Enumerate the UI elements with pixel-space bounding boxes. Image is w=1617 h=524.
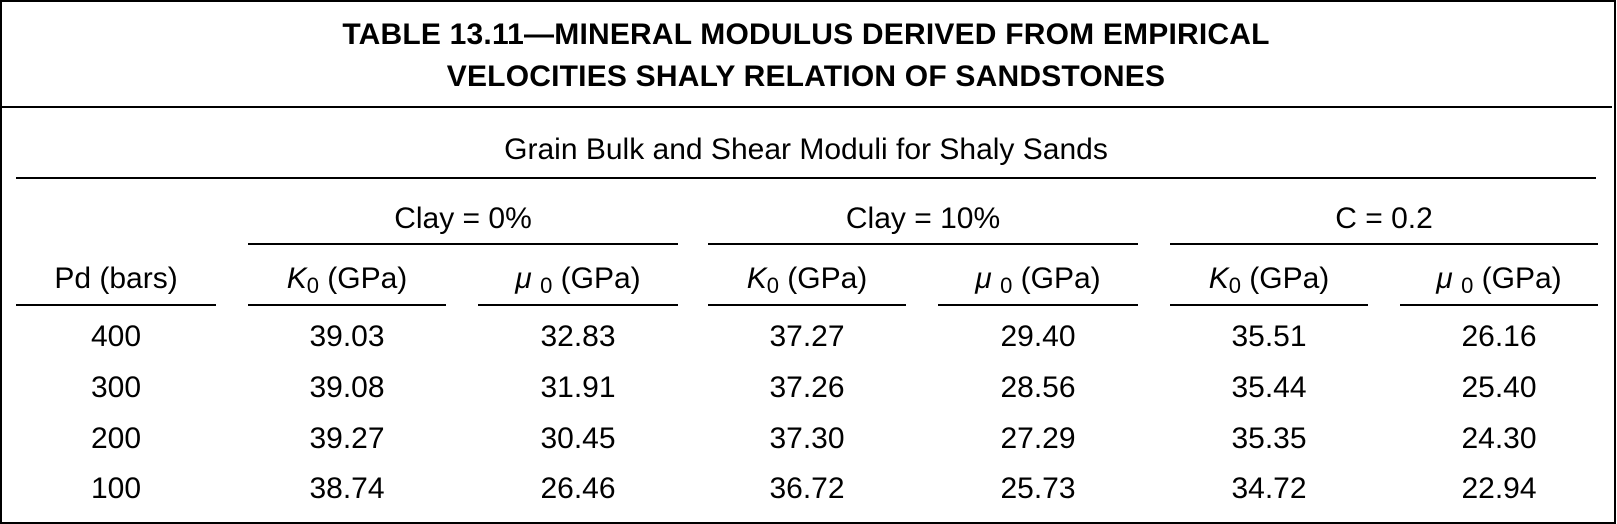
col-rule-k0-clay0 xyxy=(248,304,446,306)
group-rule-c-0-2 xyxy=(1170,243,1598,245)
group-rule-clay-0 xyxy=(248,243,678,245)
cell-k0-clay0: 39.27 xyxy=(309,422,385,455)
col-rule-mu0-clay0 xyxy=(478,304,678,306)
cell-mu0-clay10: 28.56 xyxy=(1000,371,1076,404)
cell-mu0-clay10: 27.29 xyxy=(1000,422,1076,455)
group-rule-clay-10 xyxy=(708,243,1138,245)
cell-k0-c02: 35.44 xyxy=(1231,371,1307,404)
cell-mu0-c02: 26.16 xyxy=(1461,320,1537,353)
cell-k0-clay0: 38.74 xyxy=(309,472,385,505)
col-header-pd: Pd (bars) xyxy=(54,262,178,295)
unit: (GPa) xyxy=(1473,262,1562,295)
col-rule-pd xyxy=(16,304,216,306)
subscript: 0 xyxy=(1000,273,1013,298)
group-header-c-0-2: C = 0.2 xyxy=(1335,202,1433,235)
k-symbol: K xyxy=(746,262,767,295)
col-header-mu0-c02: μ 0 (GPa) xyxy=(1400,262,1598,298)
col-header-k0-clay0: K0 (GPa) xyxy=(248,262,446,298)
cell-mu0-clay0: 31.91 xyxy=(540,371,616,404)
unit: (GPa) xyxy=(1012,262,1101,295)
cell-mu0-clay10: 29.40 xyxy=(1000,320,1076,353)
cell-mu0-clay0: 30.45 xyxy=(540,422,616,455)
cell-k0-clay10: 37.26 xyxy=(769,371,845,404)
col-rule-mu0-clay10 xyxy=(938,304,1138,306)
unit: (GPa) xyxy=(778,262,868,295)
cell-k0-clay10: 37.27 xyxy=(769,320,845,353)
table-title-line-2: VELOCITIES SHALY RELATION OF SANDSTONES xyxy=(446,60,1166,93)
cell-mu0-c02: 22.94 xyxy=(1461,472,1537,505)
table-subtitle: Grain Bulk and Shear Moduli for Shaly Sa… xyxy=(504,133,1108,166)
subtitle-rule xyxy=(16,177,1596,179)
k-symbol: K xyxy=(286,262,307,295)
unit: (GPa) xyxy=(552,262,641,295)
cell-k0-clay10: 37.30 xyxy=(769,422,845,455)
cell-k0-c02: 35.51 xyxy=(1231,320,1307,353)
group-header-clay-0: Clay = 0% xyxy=(394,202,532,235)
subscript: 0 xyxy=(1461,273,1474,298)
cell-pd: 200 xyxy=(90,422,142,455)
col-header-k0-clay10: K0 (GPa) xyxy=(708,262,906,298)
group-header-clay-10: Clay = 10% xyxy=(845,202,1001,235)
mu-symbol: μ xyxy=(975,262,992,295)
cell-mu0-c02: 25.40 xyxy=(1461,371,1537,404)
cell-k0-clay0: 39.03 xyxy=(309,320,385,353)
cell-pd: 100 xyxy=(90,472,142,505)
cell-pd: 400 xyxy=(90,320,142,353)
subscript: 0 xyxy=(306,273,319,298)
unit: (GPa) xyxy=(318,262,408,295)
k-symbol: K xyxy=(1208,262,1229,295)
col-rule-k0-c02 xyxy=(1170,304,1368,306)
cell-k0-clay0: 39.08 xyxy=(309,371,385,404)
col-rule-mu0-c02 xyxy=(1400,304,1598,306)
col-header-mu0-clay0: μ 0 (GPa) xyxy=(478,262,678,298)
cell-k0-clay10: 36.72 xyxy=(769,472,845,505)
unit: (GPa) xyxy=(1240,262,1330,295)
col-header-k0-c02: K0 (GPa) xyxy=(1170,262,1368,298)
table-title-line-1: TABLE 13.11—MINERAL MODULUS DERIVED FROM… xyxy=(342,18,1270,51)
mu-symbol: μ xyxy=(1436,262,1453,295)
subscript: 0 xyxy=(766,273,779,298)
table-title-block: TABLE 13.11—MINERAL MODULUS DERIVED FROM… xyxy=(0,0,1612,108)
cell-mu0-c02: 24.30 xyxy=(1461,422,1537,455)
col-header-mu0-clay10: μ 0 (GPa) xyxy=(938,262,1138,298)
subscript: 0 xyxy=(1228,273,1241,298)
cell-k0-c02: 34.72 xyxy=(1231,472,1307,505)
subscript: 0 xyxy=(540,273,553,298)
cell-mu0-clay0: 32.83 xyxy=(540,320,616,353)
cell-pd: 300 xyxy=(90,371,142,404)
cell-mu0-clay10: 25.73 xyxy=(1000,472,1076,505)
cell-k0-c02: 35.35 xyxy=(1231,422,1307,455)
col-rule-k0-clay10 xyxy=(708,304,906,306)
cell-mu0-clay0: 26.46 xyxy=(540,472,616,505)
mu-symbol: μ xyxy=(515,262,532,295)
